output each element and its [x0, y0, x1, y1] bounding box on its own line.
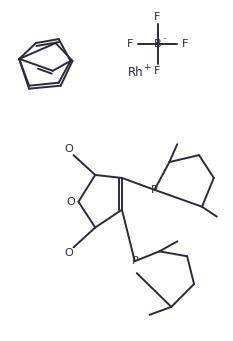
Text: P: P [151, 185, 158, 195]
Text: P: P [131, 256, 138, 266]
Text: B: B [154, 39, 161, 49]
Text: F: F [154, 12, 161, 22]
Text: F: F [154, 66, 161, 76]
Text: ⁻: ⁻ [162, 35, 166, 45]
Text: F: F [127, 39, 133, 49]
Text: F: F [182, 39, 188, 49]
Text: Rh: Rh [128, 66, 144, 79]
Text: O: O [64, 248, 73, 258]
Text: O: O [66, 197, 75, 207]
Text: O: O [64, 144, 73, 154]
Text: +: + [143, 63, 150, 72]
